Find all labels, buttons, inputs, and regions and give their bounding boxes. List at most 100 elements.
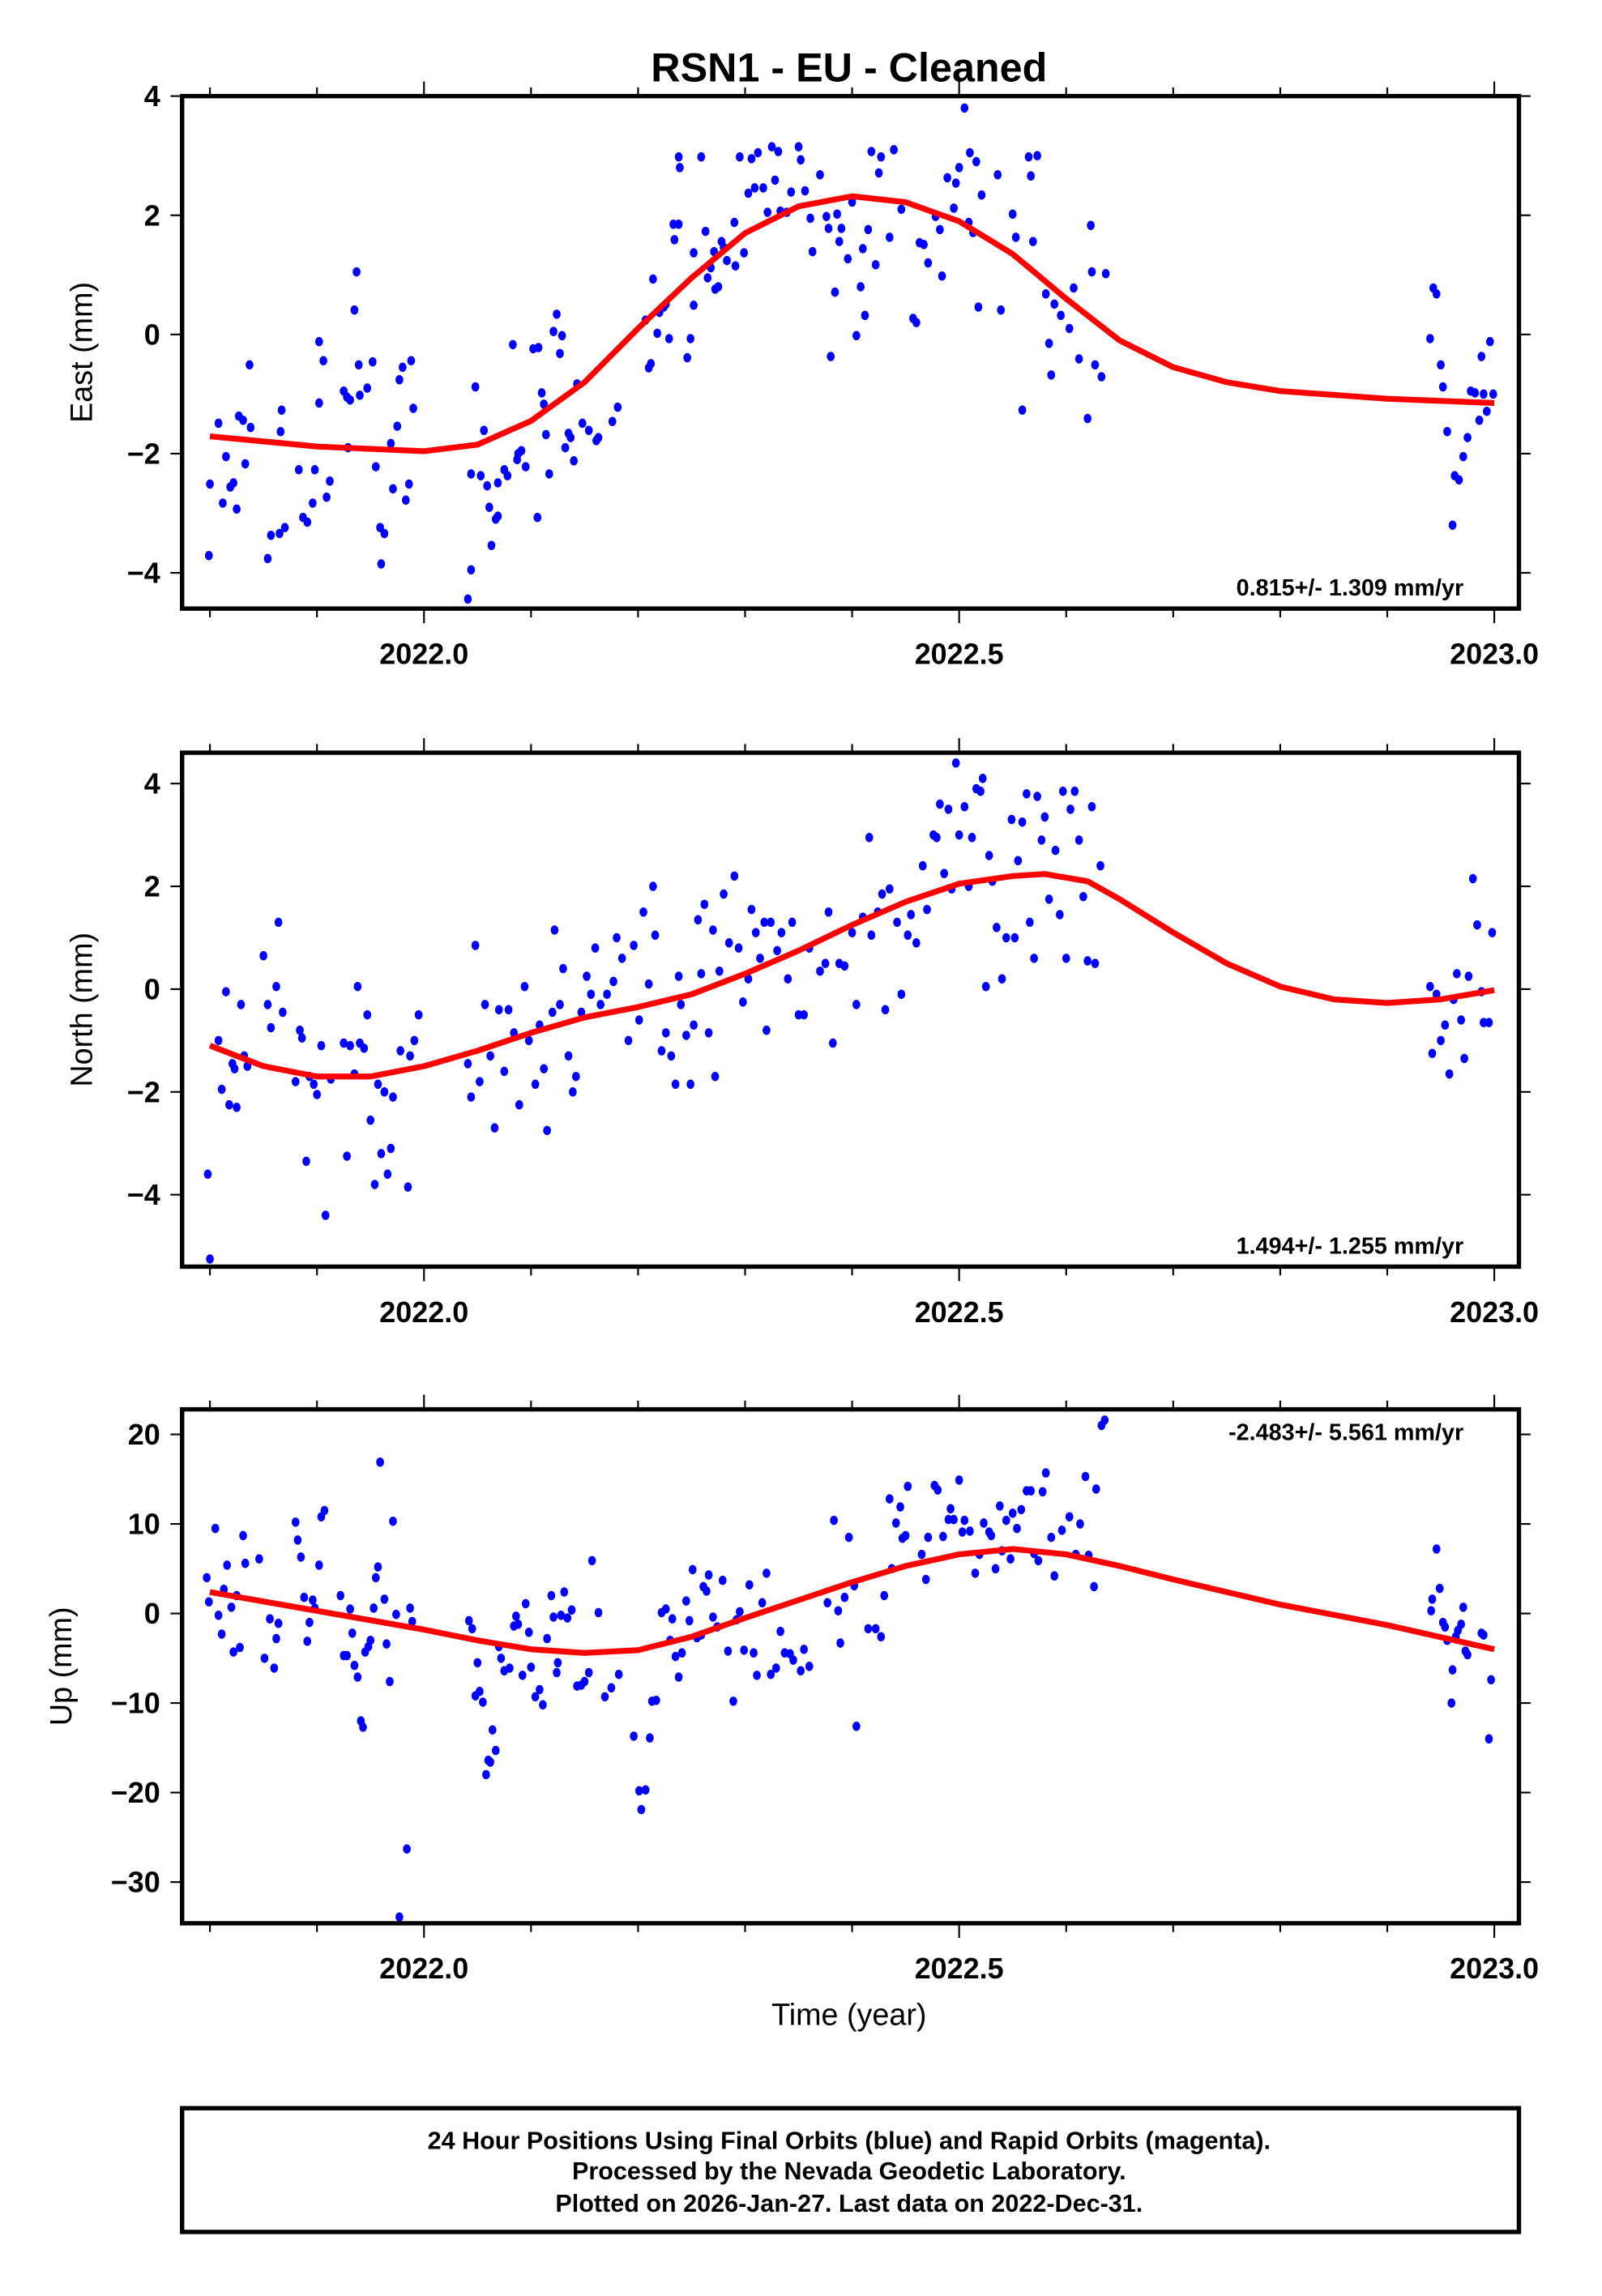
data-point <box>360 1043 369 1053</box>
data-point <box>630 1731 638 1741</box>
data-point <box>321 1210 330 1220</box>
data-point <box>533 512 542 523</box>
data-point <box>493 478 502 488</box>
data-point <box>907 910 916 920</box>
data-point <box>254 1554 263 1564</box>
data-point <box>1074 835 1083 845</box>
data-point <box>644 979 653 989</box>
data-point <box>1480 389 1488 399</box>
x-tick-label: 2022.5 <box>915 1295 1004 1329</box>
data-point <box>370 1603 378 1613</box>
data-point <box>524 1035 533 1046</box>
data-point <box>363 1009 372 1020</box>
data-point <box>514 1620 523 1629</box>
data-point <box>1050 299 1059 309</box>
data-point <box>1488 928 1497 937</box>
data-point <box>568 1087 577 1097</box>
data-point <box>1445 1069 1454 1079</box>
data-point <box>267 530 276 540</box>
data-point <box>401 495 410 506</box>
data-point <box>1485 336 1494 347</box>
data-point <box>972 156 980 167</box>
data-point <box>1041 1468 1050 1478</box>
data-point <box>1051 845 1060 856</box>
data-point <box>800 1009 808 1020</box>
data-point <box>359 1722 367 1732</box>
data-point <box>800 1645 808 1654</box>
data-point <box>259 950 267 961</box>
data-point <box>404 479 413 489</box>
data-point <box>389 484 397 494</box>
data-point <box>1091 360 1100 370</box>
data-point <box>703 1586 711 1596</box>
data-point <box>206 479 214 489</box>
data-point <box>1447 1698 1456 1708</box>
data-point <box>840 1592 849 1603</box>
data-point <box>674 152 683 162</box>
data-point <box>319 356 327 365</box>
data-point <box>614 1669 623 1679</box>
data-point <box>647 359 656 369</box>
data-point <box>1097 372 1106 382</box>
data-point <box>266 1614 274 1624</box>
data-point <box>776 1626 784 1637</box>
data-point <box>840 961 849 971</box>
data-point <box>222 987 230 996</box>
data-point <box>600 1692 609 1702</box>
y-axis-label: East (mm) <box>64 282 98 423</box>
data-point <box>734 943 743 953</box>
data-point <box>730 217 739 228</box>
data-point <box>943 173 951 183</box>
data-point <box>960 1515 969 1526</box>
data-point <box>683 352 692 363</box>
data-point <box>561 442 570 453</box>
data-point <box>366 1635 375 1645</box>
data-point <box>383 1169 392 1180</box>
data-point <box>336 1590 345 1601</box>
data-point <box>1057 310 1065 321</box>
data-point <box>740 248 749 258</box>
data-point <box>1033 792 1041 801</box>
data-point <box>739 997 747 1007</box>
data-point <box>272 1633 280 1644</box>
data-point <box>556 1000 564 1009</box>
data-point <box>518 1671 527 1680</box>
data-point <box>547 1590 556 1601</box>
data-point <box>651 930 660 941</box>
data-point <box>570 456 579 466</box>
data-point <box>750 183 759 193</box>
data-point <box>371 462 380 472</box>
data-point <box>991 1564 1000 1574</box>
data-point <box>736 152 744 162</box>
data-point <box>504 1005 513 1015</box>
data-point <box>763 1568 771 1578</box>
data-point <box>594 433 603 442</box>
data-point <box>1455 475 1463 485</box>
data-point <box>920 240 928 250</box>
data-point <box>531 1079 540 1090</box>
data-point <box>549 1612 557 1622</box>
data-point <box>657 1046 666 1056</box>
data-point <box>464 594 472 604</box>
data-point <box>674 971 683 981</box>
data-point <box>1091 1484 1100 1494</box>
data-point <box>314 1560 323 1570</box>
data-point <box>297 1552 305 1562</box>
data-point <box>756 954 764 963</box>
data-point <box>801 186 810 196</box>
data-point <box>871 1624 880 1634</box>
data-point <box>280 523 289 532</box>
data-point <box>1008 209 1017 219</box>
data-point <box>1041 289 1050 299</box>
plot-frame <box>180 93 1522 611</box>
data-point <box>1438 382 1447 392</box>
data-point <box>368 356 377 367</box>
data-point <box>874 168 883 178</box>
data-point <box>759 183 767 193</box>
data-point <box>277 405 286 415</box>
data-point <box>374 1079 382 1090</box>
data-point <box>566 433 575 442</box>
data-point <box>844 1532 853 1543</box>
data-point <box>641 1785 650 1795</box>
data-point <box>877 1632 886 1642</box>
